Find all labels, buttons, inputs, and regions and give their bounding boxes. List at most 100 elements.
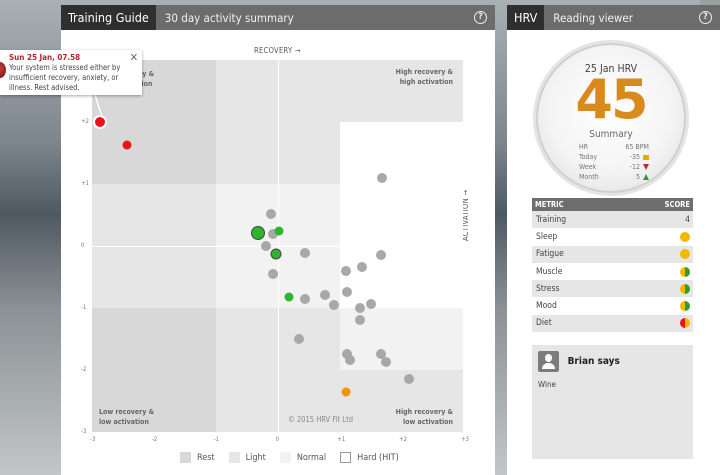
metric-rows: Training 4 Sleep Fatigue Muscle Stress Mood Die… [532, 211, 693, 333]
gauge-row-today: Today -35 [579, 153, 649, 161]
tab-training-guide[interactable]: Training Guide [61, 5, 156, 30]
data-point[interactable] [329, 299, 340, 310]
data-point[interactable] [284, 292, 294, 302]
score-dot-icon [680, 283, 690, 294]
data-point[interactable] [299, 247, 310, 258]
data-point[interactable] [260, 241, 271, 251]
data-point[interactable] [274, 226, 284, 236]
data-point[interactable] [376, 250, 387, 261]
hrv-gauge: 25 Jan HRV 45 Summary HR 65 BPM Today -3… [533, 40, 689, 196]
metric-label: Fatigue [536, 249, 564, 260]
square-orange-icon [643, 154, 649, 160]
swatch-light [228, 452, 240, 463]
metric-label: Training [536, 214, 567, 225]
metric-row[interactable]: Mood [532, 297, 693, 314]
score-dot-icon [680, 301, 690, 312]
y-tick: -2 [81, 366, 87, 373]
data-point[interactable] [342, 286, 353, 297]
data-point[interactable] [93, 115, 108, 129]
y-tick: +1 [81, 180, 89, 187]
panel-header: HRV Reading viewer ? [507, 5, 720, 30]
x-tick: -2 [151, 436, 158, 443]
x-tick: -3 [90, 436, 96, 443]
y-tick: 0 [81, 242, 85, 249]
data-point[interactable] [267, 229, 278, 240]
legend-light: Light [228, 452, 266, 463]
data-point[interactable] [342, 348, 353, 359]
label-bottom-right: High recovery & low activation [395, 408, 453, 426]
hrv-panel: HRV Reading viewer ? 25 Jan HRV 45 Summa… [507, 5, 720, 475]
metric-label: Mood [536, 301, 557, 312]
score-dot-icon [680, 266, 690, 277]
swatch-normal [279, 452, 291, 463]
coach-comment: Brian says Wine [532, 345, 693, 459]
data-point[interactable] [320, 289, 331, 300]
swatch-rest [180, 452, 191, 463]
gauge-date: 25 Jan HRV [584, 63, 638, 75]
x-tick: -1 [213, 436, 220, 443]
y-tick: -3 [81, 428, 87, 435]
data-point[interactable] [355, 303, 366, 313]
data-point[interactable] [341, 265, 352, 276]
data-point[interactable] [266, 208, 277, 219]
data-point[interactable] [300, 293, 311, 304]
metric-label: Sleep [536, 231, 558, 242]
x-axis-line [92, 246, 463, 247]
metric-label: Stress [536, 283, 560, 294]
gauge-row-hr: HR 65 BPM [579, 143, 649, 151]
user-avatar-icon [538, 351, 559, 372]
zone-light [340, 370, 463, 432]
data-point[interactable] [376, 172, 387, 183]
data-point[interactable] [341, 387, 351, 397]
x-tick: +2 [399, 436, 408, 443]
data-point[interactable] [357, 262, 368, 273]
help-icon[interactable]: ? [699, 11, 712, 24]
metric-row[interactable]: Muscle [532, 263, 693, 280]
x-tick: +1 [337, 436, 346, 443]
data-point[interactable] [270, 248, 282, 260]
data-point[interactable] [355, 314, 366, 325]
tooltip-body: Your system is stressed either by insuff… [9, 63, 121, 92]
data-point[interactable] [345, 355, 356, 366]
gauge-row-month: Month 5 [579, 173, 649, 181]
close-icon[interactable]: ✕ [129, 51, 138, 64]
tab-hrv[interactable]: HRV [507, 5, 545, 30]
data-point[interactable] [250, 225, 265, 240]
legend-normal: Normal [279, 452, 326, 463]
coach-name: Brian says [567, 356, 620, 367]
data-point[interactable] [366, 299, 377, 310]
data-point[interactable] [267, 268, 278, 279]
data-point[interactable] [122, 140, 132, 150]
training-guide-panel: Training Guide 30 day activity summary ?… [61, 5, 495, 475]
panel-subtitle: Reading viewer [553, 10, 633, 25]
metric-row[interactable]: Stress [532, 280, 693, 298]
legend: Rest Light Normal Hard (HIT) [180, 452, 409, 463]
copyright: © 2015 HRV Fit Ltd [288, 415, 353, 424]
panel-header: Training Guide 30 day activity summary ? [61, 5, 495, 30]
metric-row[interactable]: Diet [532, 314, 693, 333]
score-dot-icon [680, 231, 690, 242]
metric-row[interactable]: Fatigue [532, 245, 693, 263]
panel-subtitle: 30 day activity summary [164, 10, 294, 25]
swatch-hard [340, 452, 352, 463]
score-dot-icon [680, 249, 690, 260]
metric-row[interactable]: Training 4 [532, 211, 693, 229]
data-point[interactable] [381, 356, 392, 367]
y-tick: -1 [81, 304, 87, 311]
metric-table-header: METRIC SCORE [532, 198, 693, 211]
x-axis-title: RECOVERY → [254, 46, 301, 55]
triangle-up-icon [643, 174, 649, 180]
legend-hard: Hard (HIT) [340, 452, 399, 463]
metric-row[interactable]: Sleep [532, 228, 693, 245]
y-tick: +2 [81, 118, 89, 125]
help-icon[interactable]: ? [474, 11, 487, 24]
data-point[interactable] [293, 334, 304, 344]
data-point[interactable] [404, 374, 415, 385]
label-bottom-left: Low recovery & low activation [99, 408, 155, 426]
reading-tooltip: Sun 25 Jan, 07.58 Your system is stresse… [0, 50, 142, 95]
reading-marker-icon [0, 62, 6, 78]
data-point[interactable] [376, 348, 387, 359]
x-tick: +3 [461, 436, 469, 443]
triangle-down-icon [643, 164, 649, 170]
zone-light [340, 60, 463, 122]
